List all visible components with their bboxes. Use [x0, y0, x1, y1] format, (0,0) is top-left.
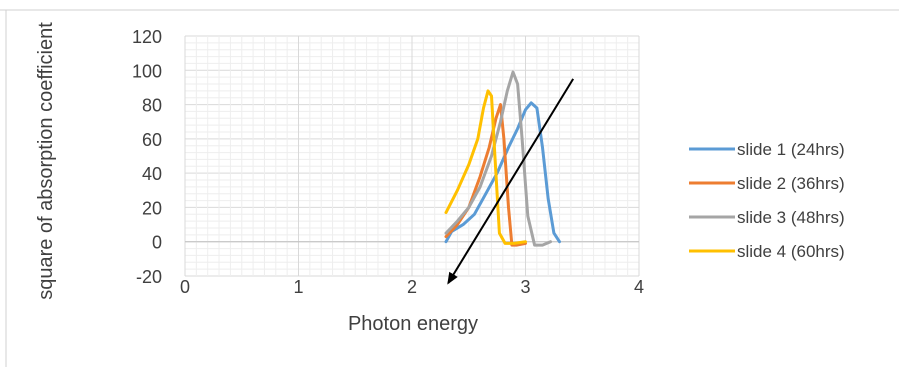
y-tick-label: 80 [142, 96, 162, 116]
legend-label: slide 2 (36hrs) [737, 174, 845, 193]
series-line-4 [444, 89, 527, 245]
legend-label: slide 3 (48hrs) [737, 208, 845, 227]
annotations [447, 78, 575, 285]
legend-label: slide 4 (60hrs) [737, 242, 845, 261]
x-tick-label: 1 [293, 277, 303, 297]
y-tick-label: 20 [142, 198, 162, 218]
series-lines [444, 70, 561, 247]
annotation-arrow [447, 78, 575, 285]
x-axis-label: Photon energy [348, 313, 478, 335]
x-tick-label: 3 [520, 277, 530, 297]
x-tick-label: 4 [634, 277, 644, 297]
y-tick-label: 100 [132, 61, 162, 81]
series-line-1 [444, 101, 561, 244]
y-tick-label: 120 [132, 27, 162, 47]
y-tick-label: 40 [142, 164, 162, 184]
x-tick-label: 0 [180, 277, 190, 297]
y-tick-label: 60 [142, 130, 162, 150]
legend-label: slide 1 (24hrs) [737, 140, 845, 159]
grid [184, 35, 640, 277]
y-tick-label: -20 [136, 267, 162, 287]
legend: slide 1 (24hrs) slide 2 (36hrs) slide 3 (4… [689, 140, 845, 261]
y-tick-label: 0 [152, 233, 162, 253]
tick-labels: -20 0 20 40 60 80 100 120 0 1 2 3 4 [132, 27, 644, 297]
series-line-3 [444, 70, 552, 247]
y-axis-label: square of absorption coefficient [35, 22, 57, 300]
x-tick-label: 2 [407, 277, 417, 297]
